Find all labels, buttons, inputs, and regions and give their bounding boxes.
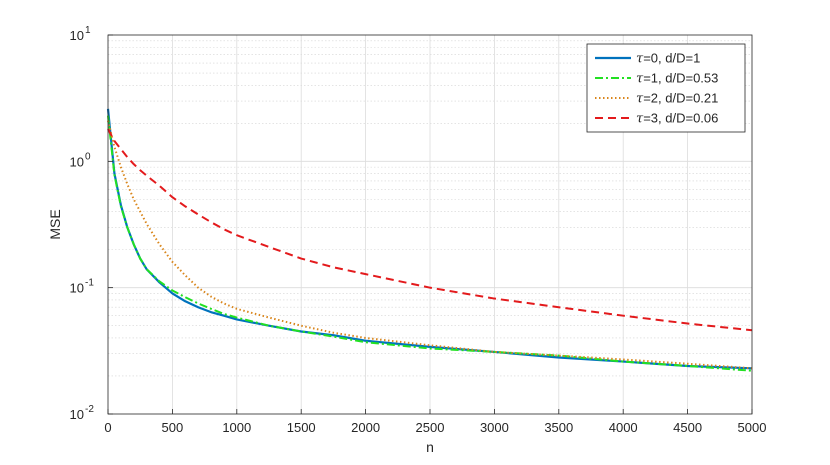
legend-entry-0: τ=0, d/D=1 <box>636 51 700 67</box>
y-tick-label: 10 <box>70 407 84 422</box>
y-tick-label: 10 <box>70 28 84 43</box>
x-tick-label: 2000 <box>351 420 380 435</box>
x-axis-label: n <box>426 439 434 455</box>
x-tick-label: 0 <box>104 420 111 435</box>
y-tick-exponent: 1 <box>85 25 91 36</box>
y-tick-exponent: -2 <box>85 404 94 415</box>
series-lines <box>106 108 753 372</box>
x-tick-label: 1500 <box>287 420 316 435</box>
x-tick-label: 3500 <box>544 420 573 435</box>
x-axis-ticks: 0 500 1000 1500 2000 2500 3000 3500 4000 4500 5000 <box>104 409 766 435</box>
x-tick-label: 3000 <box>480 420 509 435</box>
x-tick-label: 5000 <box>738 420 767 435</box>
y-axis-label: MSE <box>47 209 63 239</box>
series-line-2 <box>107 120 753 370</box>
x-tick-label: 2500 <box>416 420 445 435</box>
y-tick-exponent: 0 <box>85 151 91 162</box>
legend-entry-2: τ=2, d/D=0.21 <box>636 91 718 107</box>
y-tick-label: 10 <box>70 154 84 169</box>
x-tick-label: 500 <box>162 420 184 435</box>
legend-entry-1: τ=1, d/D=0.53 <box>636 71 718 87</box>
x-tick-label: 4000 <box>609 420 638 435</box>
x-tick-label: 4500 <box>673 420 702 435</box>
y-tick-exponent: -1 <box>85 278 94 289</box>
y-tick-label: 10 <box>70 281 84 296</box>
legend-entry-3: τ=3, d/D=0.06 <box>636 111 718 127</box>
x-tick-label: 1000 <box>222 420 251 435</box>
legend: τ=0, d/D=1 τ=1, d/D=0.53 τ=2, d/D=0.21 τ=3,… <box>586 43 746 133</box>
series-line-1 <box>107 115 753 372</box>
series-line-3 <box>107 128 753 332</box>
